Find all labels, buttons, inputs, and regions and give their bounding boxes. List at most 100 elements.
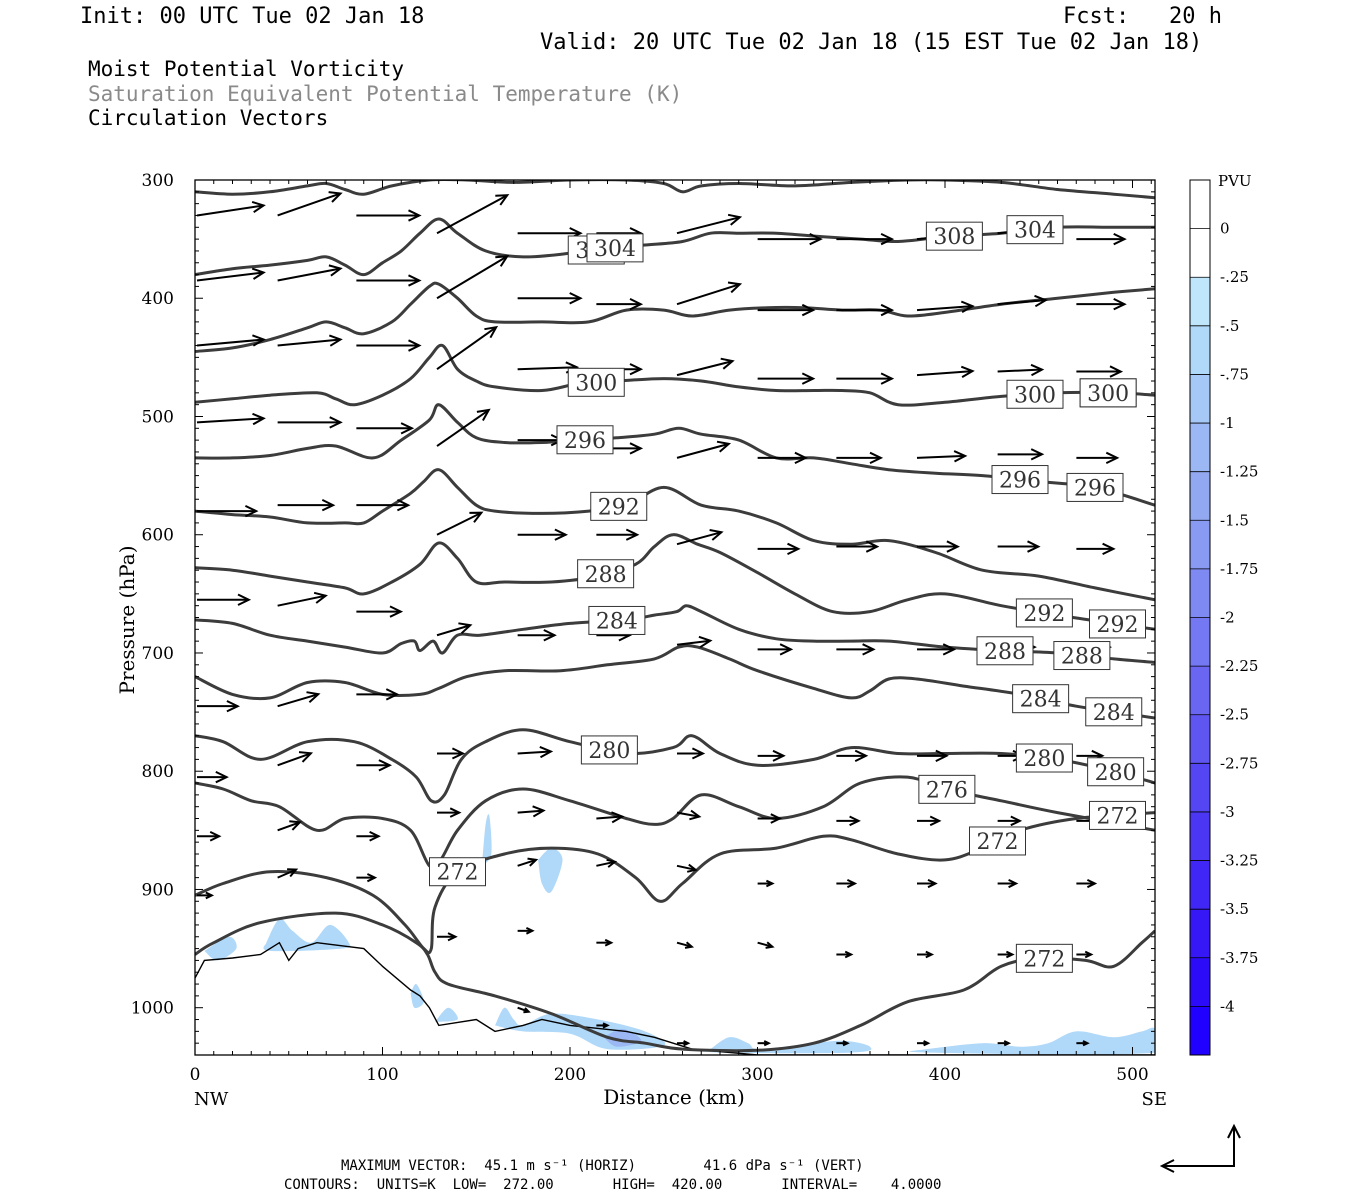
circulation-vector [277, 868, 299, 879]
colorbar-swatch [1190, 811, 1210, 862]
circulation-vector [917, 540, 960, 553]
isentrope-284 [195, 728, 1155, 804]
circulation-vector [596, 938, 614, 947]
circulation-vector [196, 412, 266, 426]
circulation-vector [356, 339, 422, 352]
contour-label: 280 [580, 735, 638, 765]
contour-label-text: 300 [1087, 382, 1129, 407]
circulation-vector [437, 932, 458, 942]
colorbar-label: -4 [1220, 997, 1235, 1015]
circulation-vector [277, 334, 343, 347]
circulation-vector [757, 941, 775, 949]
circulation-vector [197, 593, 252, 606]
circulation-vector [436, 194, 510, 235]
pv-shading [204, 814, 1155, 1055]
contour-label-text: 280 [1095, 761, 1137, 786]
circulation-vector [277, 264, 343, 282]
contour-label-text: 284 [596, 609, 638, 634]
circulation-vector [356, 605, 404, 618]
circulation-vector [356, 209, 422, 222]
circulation-vector [436, 408, 491, 447]
x-axis-title: Distance (km) [603, 1085, 745, 1109]
circulation-vector [596, 1022, 610, 1029]
colorbar-swatch [1190, 277, 1210, 327]
colorbar-swatch [1190, 568, 1210, 618]
contour-label-text: 304 [594, 237, 636, 262]
init-time: Init: 00 UTC Tue 02 Jan 18 [80, 4, 425, 29]
circulation-vector [757, 372, 816, 385]
circulation-vector [676, 281, 743, 306]
circulation-vector [676, 941, 695, 949]
circulation-vector [997, 448, 1045, 461]
circulation-vector [436, 511, 484, 536]
y-tick-label: 1000 [131, 999, 174, 1019]
contour-label: 292 [590, 491, 648, 521]
title-circulation: Circulation Vectors [88, 106, 329, 130]
circulation-vector [917, 950, 935, 959]
colorbar-swatch [1190, 228, 1210, 278]
circulation-vector [356, 759, 393, 772]
contour-label-text: 284 [1020, 688, 1062, 713]
contour-label-text: 300 [1014, 383, 1056, 408]
colorbar-swatch [1190, 617, 1210, 667]
circulation-vector [917, 878, 938, 889]
circulation-vector [356, 422, 415, 435]
circulation-vector [917, 815, 942, 827]
isentrope-276 [195, 811, 1155, 955]
circulation-vector [917, 643, 957, 656]
circulation-vector [677, 747, 706, 760]
pvu-colorbar: PVU 0 -.25 -.5 -.75 -1 -1.25 -1.5 -1.75 -2 -2.25 -2… [1189, 172, 1258, 1056]
colorbar-swatch [1190, 957, 1210, 1007]
circulation-vector [836, 878, 858, 889]
y-tick-label: 400 [142, 289, 174, 309]
circulation-vector [596, 298, 644, 311]
contour-label-text: 272 [1023, 947, 1065, 972]
circulation-vector [517, 926, 535, 935]
circulation-vector [917, 749, 949, 762]
circulation-vector [277, 591, 328, 607]
contour-label-text: 280 [588, 739, 630, 764]
contour-label-text: 296 [999, 469, 1041, 494]
contour-label: 296 [991, 465, 1049, 495]
reference-vector-icon [1159, 1123, 1241, 1173]
colorbar-label: -.5 [1220, 317, 1239, 335]
x-tick-label: 100 [366, 1065, 398, 1085]
x-tick-label: 300 [741, 1065, 773, 1085]
forecast-hour: Fcst: 20 h [1063, 4, 1222, 29]
contour-label: 296 [1066, 472, 1124, 502]
circulation-vector [676, 529, 724, 546]
valid-time: Valid: 20 UTC Tue 02 Jan 18 (15 EST Tue … [540, 30, 1203, 55]
circulation-vector [997, 540, 1041, 553]
colorbar-label: -3.25 [1220, 852, 1258, 870]
colorbar-label: -1.5 [1220, 511, 1249, 529]
contour-label-text: 292 [1023, 602, 1065, 627]
x-end-label-se: SE [1142, 1089, 1167, 1110]
colorbar-swatch [1190, 1006, 1210, 1056]
circulation-vector [1076, 878, 1098, 889]
circulation-vector [196, 267, 266, 282]
contour-label-text: 288 [1061, 645, 1103, 670]
colorbar-label: 0 [1220, 220, 1230, 238]
colorbar-label: -.25 [1220, 268, 1249, 286]
circulation-vector [277, 751, 314, 767]
colorbar-swatch [1190, 423, 1210, 473]
isentrope-300 [195, 468, 1155, 602]
contour-label: 272 [1015, 943, 1073, 973]
max-vector-info: MAXIMUM VECTOR: 45.1 m s⁻¹ (HORIZ) 41.6 … [341, 1158, 864, 1174]
circulation-vector [757, 542, 801, 556]
colorbar-label: -.75 [1220, 365, 1249, 383]
circulation-vector [676, 357, 735, 377]
circulation-vector [596, 528, 640, 541]
circulation-vector [676, 809, 702, 821]
contour-label-text: 276 [926, 778, 968, 803]
circulation-vector [757, 1040, 772, 1047]
colorbar-swatch [1190, 860, 1210, 910]
circulation-vector [197, 770, 229, 784]
circulation-vector [517, 528, 569, 541]
contour-label-text: 300 [575, 371, 617, 396]
isentrope-contours [195, 180, 1155, 1053]
circulation-vector [757, 232, 823, 246]
circulation-vector [836, 451, 884, 465]
contour-label-text: 296 [1074, 476, 1116, 501]
circulation-vector [836, 232, 895, 246]
